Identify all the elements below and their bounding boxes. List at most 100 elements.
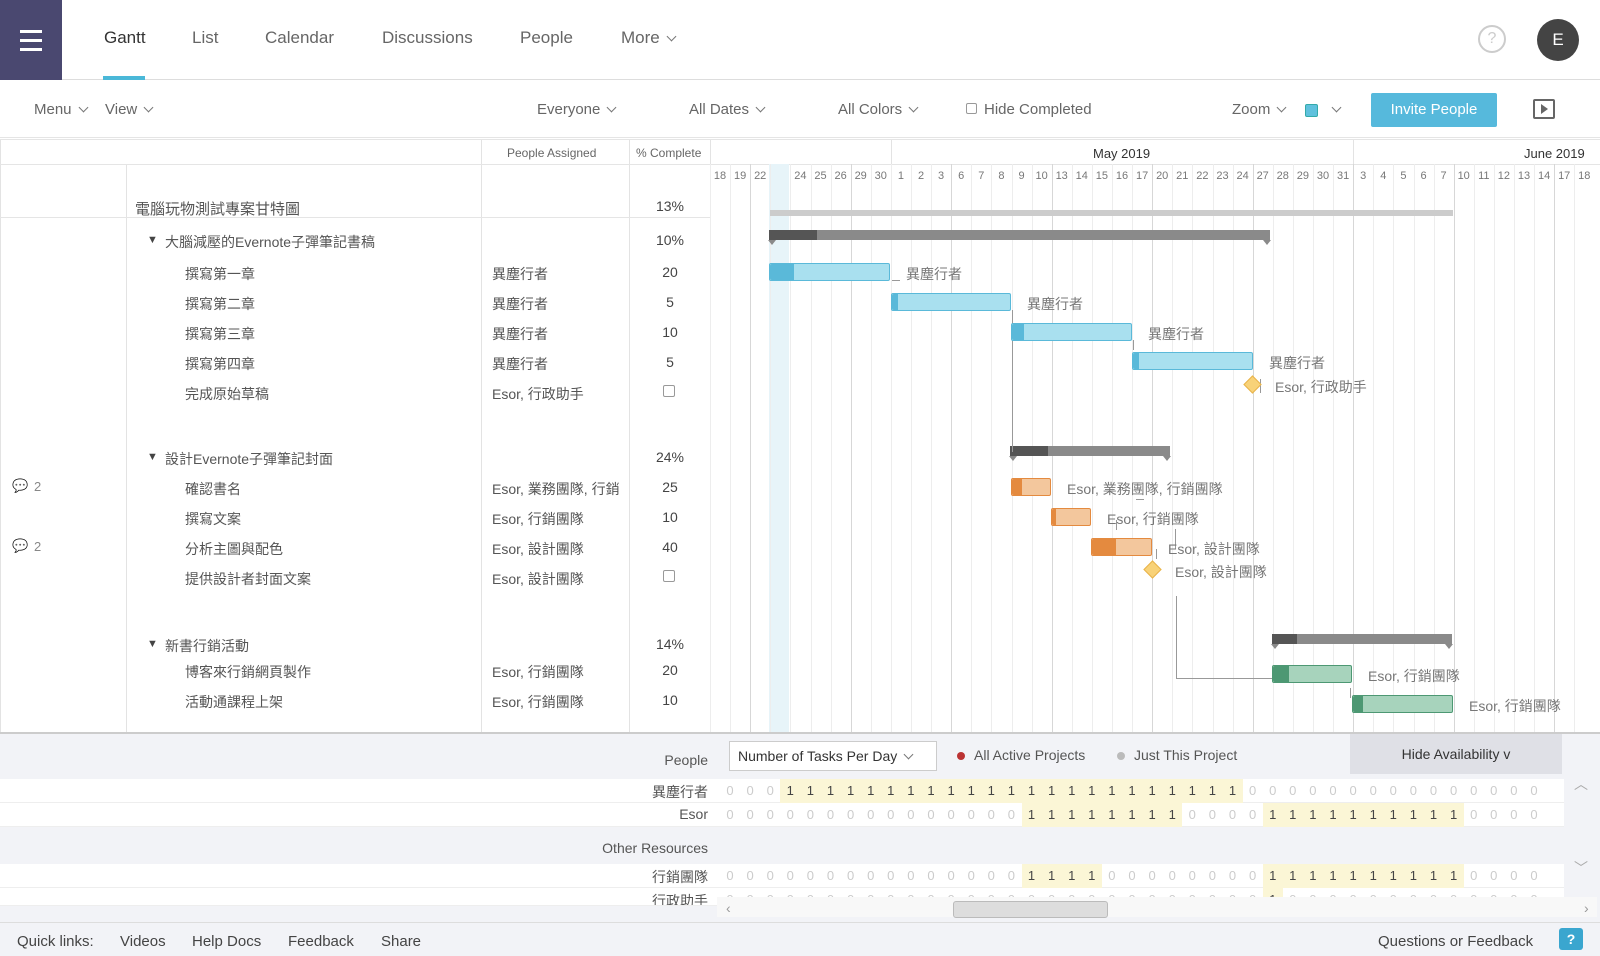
just-this-project-option[interactable]: Just This Project xyxy=(1134,747,1238,763)
task-percent[interactable]: 10 xyxy=(662,509,678,525)
tab-calendar[interactable]: Calendar xyxy=(265,28,334,47)
task-bar[interactable] xyxy=(891,293,1011,311)
comment-icon[interactable]: 💬 xyxy=(12,478,29,493)
tab-people[interactable]: People xyxy=(520,28,573,47)
avatar[interactable]: E xyxy=(1537,19,1579,61)
project-summary-bar[interactable] xyxy=(770,210,1453,216)
project-name[interactable]: 電腦玩物測試專案甘特圖 xyxy=(135,201,301,218)
tab-list[interactable]: List xyxy=(192,28,219,47)
scroll-right-icon[interactable]: › xyxy=(1584,900,1589,916)
task-name[interactable]: 分析主圖與配色 xyxy=(185,541,283,557)
tab-more[interactable]: More xyxy=(621,28,677,48)
help-docs-link[interactable]: Help Docs xyxy=(192,933,262,950)
group-name[interactable]: 設計Evernote子彈筆記封面 xyxy=(165,451,334,467)
invite-people-button[interactable]: Invite People xyxy=(1371,93,1497,127)
task-name[interactable]: 撰寫第四章 xyxy=(185,356,255,372)
hide-completed-label[interactable]: Hide Completed xyxy=(984,101,1092,118)
task-bar[interactable] xyxy=(769,263,890,281)
task-name[interactable]: 確認書名 xyxy=(185,481,241,497)
task-bar[interactable] xyxy=(1091,538,1152,556)
task-percent[interactable]: 20 xyxy=(662,662,678,678)
videos-link[interactable]: Videos xyxy=(120,933,166,950)
task-name[interactable]: 撰寫文案 xyxy=(185,511,241,527)
day-gridline xyxy=(951,164,953,732)
task-people[interactable]: 異塵行者 xyxy=(492,266,548,282)
task-people[interactable]: 異塵行者 xyxy=(492,326,548,342)
milestone-checkbox[interactable] xyxy=(663,385,675,397)
collapse-triangle-icon[interactable]: ▼ xyxy=(147,234,158,246)
hamburger-menu-icon[interactable] xyxy=(0,0,62,80)
group-name[interactable]: 新書行銷活動 xyxy=(165,638,249,654)
scroll-down-icon[interactable]: ﹀ xyxy=(1574,860,1588,876)
color-dropdown[interactable] xyxy=(1325,101,1342,118)
task-count: 0 xyxy=(1490,807,1498,822)
menu-dropdown[interactable]: Menu xyxy=(34,101,88,118)
comment-icon[interactable]: 💬 xyxy=(12,538,29,553)
zoom-dropdown[interactable]: Zoom xyxy=(1232,101,1287,118)
task-bar[interactable] xyxy=(1011,478,1051,496)
tasks-per-day-select[interactable]: Number of Tasks Per Day xyxy=(729,741,937,771)
task-people[interactable]: Esor, 行政助手 xyxy=(492,386,584,402)
task-percent[interactable]: 5 xyxy=(666,354,674,370)
question-icon[interactable]: ? xyxy=(1559,928,1583,950)
task-people[interactable]: 異塵行者 xyxy=(492,296,548,312)
hide-availability-button[interactable]: Hide Availability v xyxy=(1350,734,1562,774)
task-people[interactable]: Esor, 設計團隊 xyxy=(492,571,584,587)
task-name[interactable]: 博客來行銷網頁製作 xyxy=(185,664,311,680)
task-people[interactable]: Esor, 行銷團隊 xyxy=(492,511,584,527)
task-percent[interactable]: 5 xyxy=(666,294,674,310)
task-people[interactable]: 異塵行者 xyxy=(492,356,548,372)
colors-filter[interactable]: All Colors xyxy=(838,101,919,118)
task-percent[interactable]: 10 xyxy=(662,692,678,708)
scroll-left-icon[interactable]: ‹ xyxy=(726,900,731,916)
busy-highlight xyxy=(1262,803,1464,827)
task-percent[interactable]: 25 xyxy=(662,479,678,495)
task-name[interactable]: 撰寫第三章 xyxy=(185,326,255,342)
comment-count[interactable]: 2 xyxy=(34,479,42,494)
task-bar[interactable] xyxy=(1352,695,1453,713)
radio-unselected-icon[interactable] xyxy=(1117,752,1125,760)
task-name[interactable]: 撰寫第二章 xyxy=(185,296,255,312)
hide-completed-checkbox[interactable] xyxy=(966,103,977,114)
task-bar[interactable] xyxy=(1272,665,1352,683)
tab-gantt[interactable]: Gantt xyxy=(104,28,146,47)
task-percent[interactable]: 20 xyxy=(662,264,678,280)
questions-feedback-link[interactable]: Questions or Feedback xyxy=(1378,933,1534,950)
task-people[interactable]: Esor, 業務團隊, 行銷 xyxy=(492,481,620,497)
comment-count[interactable]: 2 xyxy=(34,539,42,554)
radio-selected-icon[interactable] xyxy=(957,752,965,760)
collapse-triangle-icon[interactable]: ▼ xyxy=(147,451,158,463)
task-percent[interactable]: 40 xyxy=(662,539,678,555)
task-bar[interactable] xyxy=(1132,352,1253,370)
everyone-filter[interactable]: Everyone xyxy=(537,101,617,118)
horizontal-scrollbar[interactable] xyxy=(717,897,1597,917)
task-people[interactable]: Esor, 設計團隊 xyxy=(492,541,584,557)
share-link[interactable]: Share xyxy=(381,933,422,950)
group-summary-bar[interactable] xyxy=(1271,634,1453,649)
task-people[interactable]: Esor, 行銷團隊 xyxy=(492,694,584,710)
task-name[interactable]: 提供設計者封面文案 xyxy=(185,571,311,587)
dates-filter[interactable]: All Dates xyxy=(689,101,766,118)
color-swatch[interactable] xyxy=(1305,104,1318,117)
day-label: 23 xyxy=(1216,170,1229,182)
feedback-link[interactable]: Feedback xyxy=(288,933,354,950)
scroll-up-icon[interactable]: ︿ xyxy=(1574,776,1588,792)
task-bar[interactable] xyxy=(1011,323,1132,341)
task-percent[interactable]: 10 xyxy=(662,324,678,340)
task-name[interactable]: 完成原始草稿 xyxy=(185,386,269,402)
collapse-triangle-icon[interactable]: ▼ xyxy=(147,638,158,650)
task-name[interactable]: 活動通課程上架 xyxy=(185,694,283,710)
group-name[interactable]: 大腦減壓的Evernote子彈筆記書稿 xyxy=(165,234,376,250)
help-icon[interactable]: ? xyxy=(1478,25,1506,53)
task-name[interactable]: 撰寫第一章 xyxy=(185,266,255,282)
export-video-icon[interactable] xyxy=(1533,99,1555,119)
task-bar[interactable] xyxy=(1051,508,1091,526)
tab-discussions[interactable]: Discussions xyxy=(382,28,473,47)
group-summary-bar[interactable] xyxy=(768,230,1271,245)
task-people[interactable]: Esor, 行銷團隊 xyxy=(492,664,584,680)
milestone-checkbox[interactable] xyxy=(663,570,675,582)
view-dropdown[interactable]: View xyxy=(105,101,154,118)
scrollbar-thumb[interactable] xyxy=(953,901,1108,918)
all-active-projects-option[interactable]: All Active Projects xyxy=(974,747,1086,763)
group-summary-bar[interactable] xyxy=(1009,446,1171,461)
